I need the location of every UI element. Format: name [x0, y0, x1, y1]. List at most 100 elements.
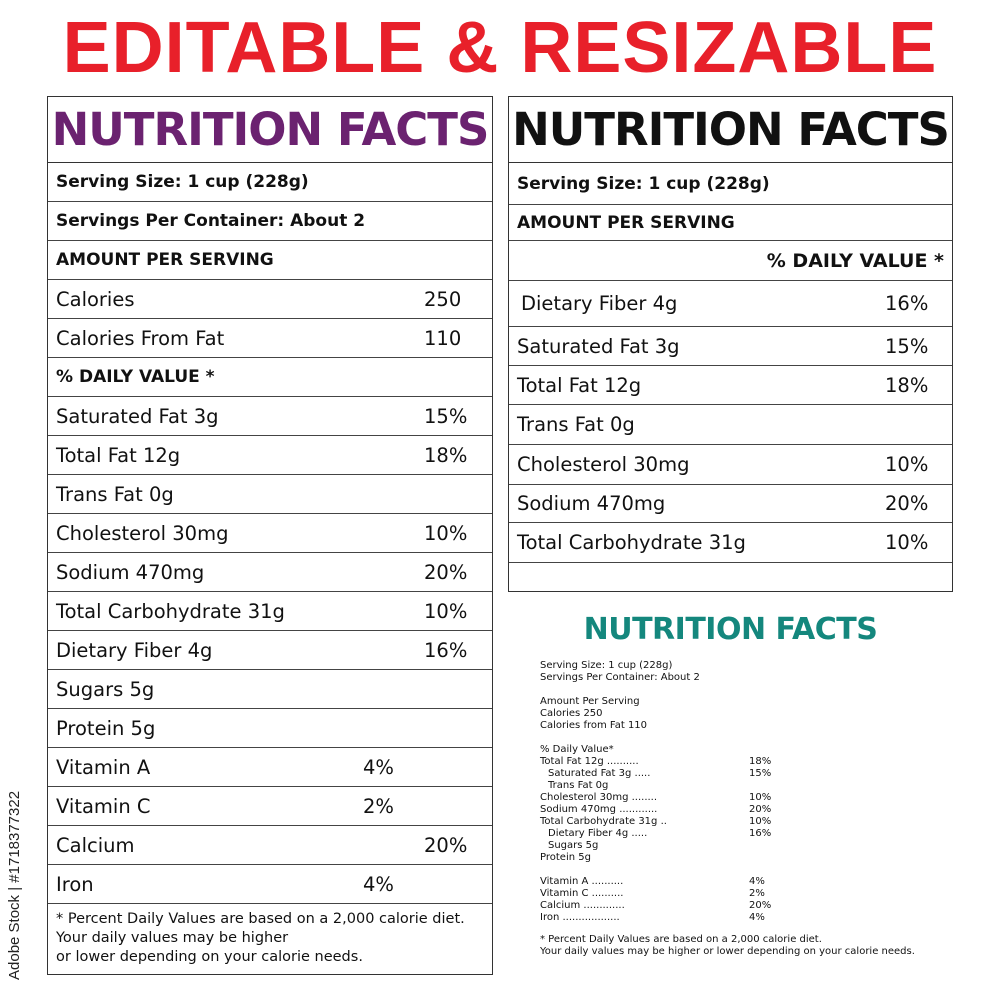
row-label: Cholesterol 30mg — [517, 453, 690, 476]
row-label: Saturated Fat 3g — [56, 404, 219, 428]
nutrient-line: Saturated Fat 3g ..... 15% — [540, 768, 960, 780]
stock-watermark: Adobe Stock | #1718377322 — [6, 790, 23, 980]
serving-size-text: Serving Size: 1 cup (228g) — [517, 173, 770, 194]
nutrition-label-plain: Serving Size: 1 cup (228g) Servings Per … — [540, 660, 960, 958]
nutrient-row: Saturated Fat 3g 15% — [48, 397, 492, 436]
row-value: 16% — [885, 292, 929, 315]
line-label: Dietary Fiber 4g ..... — [548, 828, 648, 839]
line-value: 20% — [749, 804, 772, 815]
line-label: Saturated Fat 3g ..... — [548, 768, 651, 779]
nutrient-line: Protein 5g — [540, 852, 960, 864]
nutrient-row: Dietary Fiber 4g 16% — [48, 631, 492, 670]
serving-size: Serving Size: 1 cup (228g) — [540, 660, 673, 671]
row-value: 20% — [424, 833, 468, 857]
vitamin-row: Vitamin C 2% — [48, 787, 492, 826]
nutrient-row: Trans Fat 0g — [509, 405, 952, 445]
label-title: NUTRITION FACTS — [48, 97, 492, 163]
row-value: 2% — [363, 794, 394, 818]
vitamin-row: Vitamin A 4% — [48, 748, 492, 787]
vitamin-line: Iron .................. 4% — [540, 912, 960, 924]
amount-per-serving: Amount Per Serving — [540, 696, 640, 707]
nutrient-row: Total Carbohydrate 31g 10% — [48, 592, 492, 631]
row-label: Sodium 470mg — [56, 560, 205, 584]
vitamin-line: Vitamin C .......... 2% — [540, 888, 960, 900]
label-title: NUTRITION FACTS — [509, 97, 952, 163]
nutrient-line: Trans Fat 0g — [540, 780, 960, 792]
row-value: 4% — [363, 755, 394, 779]
row-label: Total Carbohydrate 31g — [517, 531, 746, 554]
row-label: Dietary Fiber 4g — [521, 292, 678, 315]
footnote-line: Your daily values may be higher — [56, 930, 289, 946]
nutrition-label-black: NUTRITION FACTS Serving Size: 1 cup (228… — [508, 96, 953, 592]
footnote-line: Your daily values may be higher or lower… — [540, 946, 915, 957]
daily-value-header: % Daily Value* — [540, 744, 614, 755]
headline: EDITABLE & RESIZABLE — [62, 8, 938, 88]
nutrient-line: Cholesterol 30mg ........ 10% — [540, 792, 960, 804]
line-label: Vitamin C .......... — [540, 888, 624, 899]
label-title-teal: NUTRITION FACTS — [583, 612, 878, 647]
nutrient-row: Trans Fat 0g — [48, 475, 492, 514]
line-value: 16% — [749, 828, 772, 839]
line-value: 2% — [749, 888, 765, 899]
vitamin-row: Iron 4% — [48, 865, 492, 904]
row-label: Vitamin A — [56, 755, 151, 779]
amount-per-serving-text: AMOUNT PER SERVING — [517, 212, 735, 233]
nutrient-line: Total Fat 12g .......... 18% — [540, 756, 960, 768]
line-value: 20% — [749, 900, 772, 911]
line-value: 10% — [749, 792, 772, 803]
row-label: Calcium — [56, 833, 135, 857]
row-value: 10% — [424, 521, 468, 545]
row-value: 10% — [424, 599, 468, 623]
line-label: Trans Fat 0g — [548, 780, 609, 791]
nutrient-row: Sodium 470mg 20% — [509, 485, 952, 523]
row-value: 16% — [424, 638, 468, 662]
line-label: Protein 5g — [540, 852, 591, 863]
daily-value-header: % DAILY VALUE * — [48, 358, 492, 397]
row-value: 4% — [363, 872, 394, 896]
vitamin-line: Vitamin A .......... 4% — [540, 876, 960, 888]
nutrition-label-purple: NUTRITION FACTS Serving Size: 1 cup (228… — [47, 96, 493, 975]
line-value: 15% — [749, 768, 772, 779]
calories-from-fat: Calories from Fat 110 — [540, 720, 648, 731]
line-label: Calcium ............. — [540, 900, 625, 911]
serving-size: Serving Size: 1 cup (228g) — [48, 163, 492, 202]
row-label: Vitamin C — [56, 794, 151, 818]
line-label: Cholesterol 30mg ........ — [540, 792, 658, 803]
row-value: 110 — [424, 326, 462, 350]
row-label: Total Fat 12g — [56, 443, 181, 467]
footnote-line: or lower depending on your calorie needs… — [56, 949, 363, 965]
nutrient-line: Dietary Fiber 4g ..... 16% — [540, 828, 960, 840]
row-value: 20% — [885, 492, 929, 515]
line-label: Total Fat 12g .......... — [540, 756, 639, 767]
row-label: Total Carbohydrate 31g — [56, 599, 285, 623]
row-value: 20% — [424, 560, 468, 584]
row-label: Cholesterol 30mg — [56, 521, 229, 545]
amount-per-serving: AMOUNT PER SERVING — [509, 205, 952, 241]
servings-per-container: Servings Per Container: About 2 — [540, 672, 700, 683]
nutrient-line: Total Carbohydrate 31g .. 10% — [540, 816, 960, 828]
vitamin-line: Calcium ............. 20% — [540, 900, 960, 912]
nutrient-row: Total Fat 12g 18% — [48, 436, 492, 475]
line-label: Vitamin A .......... — [540, 876, 624, 887]
serving-size-text: Serving Size: 1 cup (228g) — [56, 172, 309, 192]
nutrient-row: Dietary Fiber 4g 16% — [509, 281, 952, 327]
row-label: Saturated Fat 3g — [517, 334, 680, 358]
nutrient-row: Total Fat 12g 18% — [509, 366, 952, 405]
nutrient-row: Protein 5g — [48, 709, 492, 748]
serving-size: Serving Size: 1 cup (228g) — [509, 163, 952, 205]
calories-from-fat-row: Calories From Fat 110 — [48, 319, 492, 358]
row-label: Sodium 470mg — [517, 492, 666, 515]
row-value: 10% — [885, 453, 929, 476]
daily-value-header-text: % DAILY VALUE * — [56, 367, 215, 387]
row-value: 250 — [424, 287, 462, 311]
line-label: Total Carbohydrate 31g .. — [540, 816, 667, 827]
line-label: Sodium 470mg ............ — [540, 804, 658, 815]
row-label: Sugars 5g — [56, 677, 155, 701]
line-label: Iron .................. — [540, 912, 620, 923]
row-label: Trans Fat 0g — [517, 413, 635, 436]
line-value: 18% — [749, 756, 772, 767]
daily-value-header: % DAILY VALUE * — [509, 241, 952, 281]
nutrient-row: Total Carbohydrate 31g 10% — [509, 523, 952, 563]
row-value: 15% — [424, 404, 468, 428]
calories-row: Calories 250 — [48, 280, 492, 319]
